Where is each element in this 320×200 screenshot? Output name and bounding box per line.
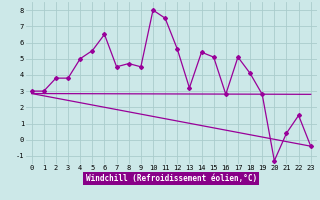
X-axis label: Windchill (Refroidissement éolien,°C): Windchill (Refroidissement éolien,°C) <box>86 174 257 183</box>
